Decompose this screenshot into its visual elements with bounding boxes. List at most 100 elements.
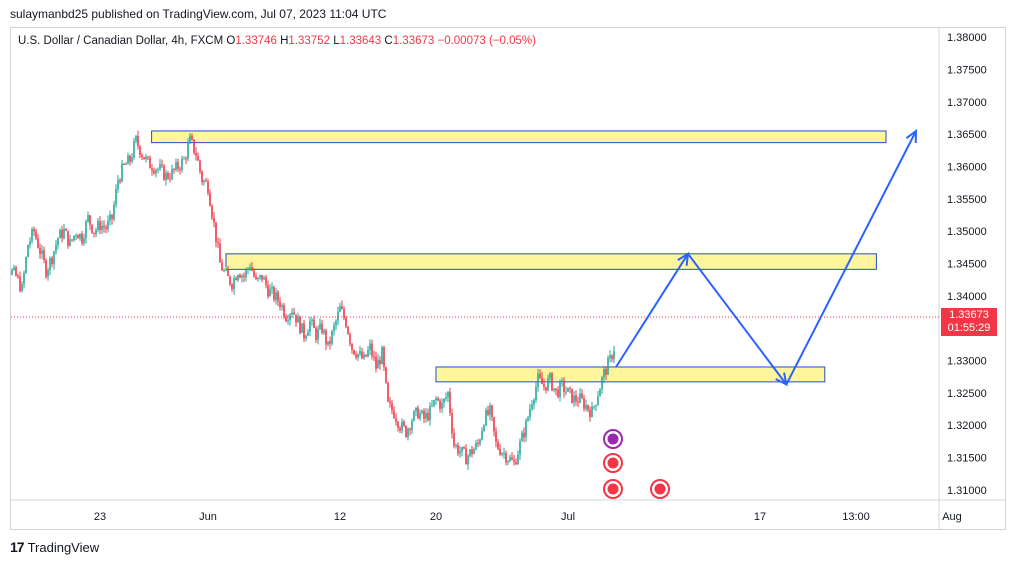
candle-body [121,163,123,182]
candle-body [519,441,521,455]
candle-body [119,180,121,182]
candle-body [447,391,449,398]
candle-body [435,398,437,401]
candle-body [305,335,307,339]
candle-body [399,427,401,431]
candle-body [469,449,471,456]
candle-body [423,410,425,419]
candle-body [317,328,319,340]
candle-body [31,229,33,242]
candle-body [117,180,119,189]
candle-body [39,247,41,254]
candle-body [545,386,547,391]
candle-body [401,421,403,431]
candle-body [141,155,143,158]
candle-body [335,320,337,326]
candle-body [387,382,389,402]
candle-body [603,369,605,378]
candle-body [205,180,207,182]
price-tick-label: 1.34000 [947,291,987,303]
high-label: H [280,35,289,47]
candle-body [457,444,459,454]
candle-body [377,359,379,369]
candle-body [97,221,99,230]
candle-body [259,274,261,278]
candle-body [91,224,93,233]
candle-body [25,257,27,273]
candle-body [271,287,273,289]
candle-body [485,410,487,426]
candle-body [599,389,601,397]
candle-body [309,320,311,332]
candle-body [395,418,397,422]
candle-body [481,430,483,440]
candle-body [177,162,179,169]
candle-body [577,401,579,403]
candle-body [321,323,323,333]
candle-body [607,357,609,375]
close-label: C [384,35,393,47]
time-tick-label: Jul [561,511,575,523]
candle-body [497,442,499,449]
time-tick-label: Aug [942,511,962,523]
candle-body [83,238,85,244]
candle-body [147,156,149,158]
candle-body [261,274,263,280]
candle-body [453,433,455,446]
price-tick-label: 1.33000 [947,356,987,368]
candle-body [127,155,129,164]
candle-body [165,173,167,180]
candle-body [441,402,443,409]
candle-body [253,270,255,277]
candle-body [491,405,493,418]
candle-body [151,168,153,171]
candle-body [605,369,607,375]
candle-body [239,275,241,278]
candle-body [175,162,177,170]
chart-frame [10,27,1006,530]
candle-body [591,406,593,418]
time-tick-label: 23 [94,511,106,523]
candle-body [343,309,345,318]
candle-body [269,288,271,297]
economic-events [603,429,670,499]
candle-body [539,373,541,378]
candle-body [265,277,267,286]
candle-body [589,409,591,418]
candle-body [157,168,159,170]
candle-body [237,275,239,281]
candle-body [439,400,441,409]
candle-body [351,343,353,350]
candle-body [533,399,535,405]
publisher-line: sulaymanbd25 published on TradingView.co… [10,7,387,21]
candle-body [249,267,251,269]
candle-body [581,393,583,399]
candle-body [161,164,163,166]
candle-body [611,355,613,360]
candle-body [181,158,183,170]
candle-body [427,412,429,421]
candle-body [363,354,365,359]
candle-body [37,238,39,248]
candle-body [193,139,195,153]
candle-body [255,276,257,279]
time-tick-label: 13:00 [842,511,870,523]
candle-body [223,270,225,272]
candle-body [15,267,17,276]
candle-body [173,168,175,170]
candle-body [251,267,253,271]
candle-body [65,228,67,231]
candle-body [197,155,199,161]
tradingview-brand[interactable]: 17 TradingView [10,539,99,555]
candle-body [555,388,557,391]
us-flag-event-icon-2-core [654,483,666,495]
candle-body [379,359,381,365]
candle-body [155,169,157,174]
symbol-name: U.S. Dollar / Canadian Dollar, 4h, FXCM [18,35,224,47]
candle-body [575,395,577,402]
candle-body [437,398,439,401]
candle-body [243,275,245,278]
candle-body [525,420,527,438]
candle-body [501,453,503,455]
